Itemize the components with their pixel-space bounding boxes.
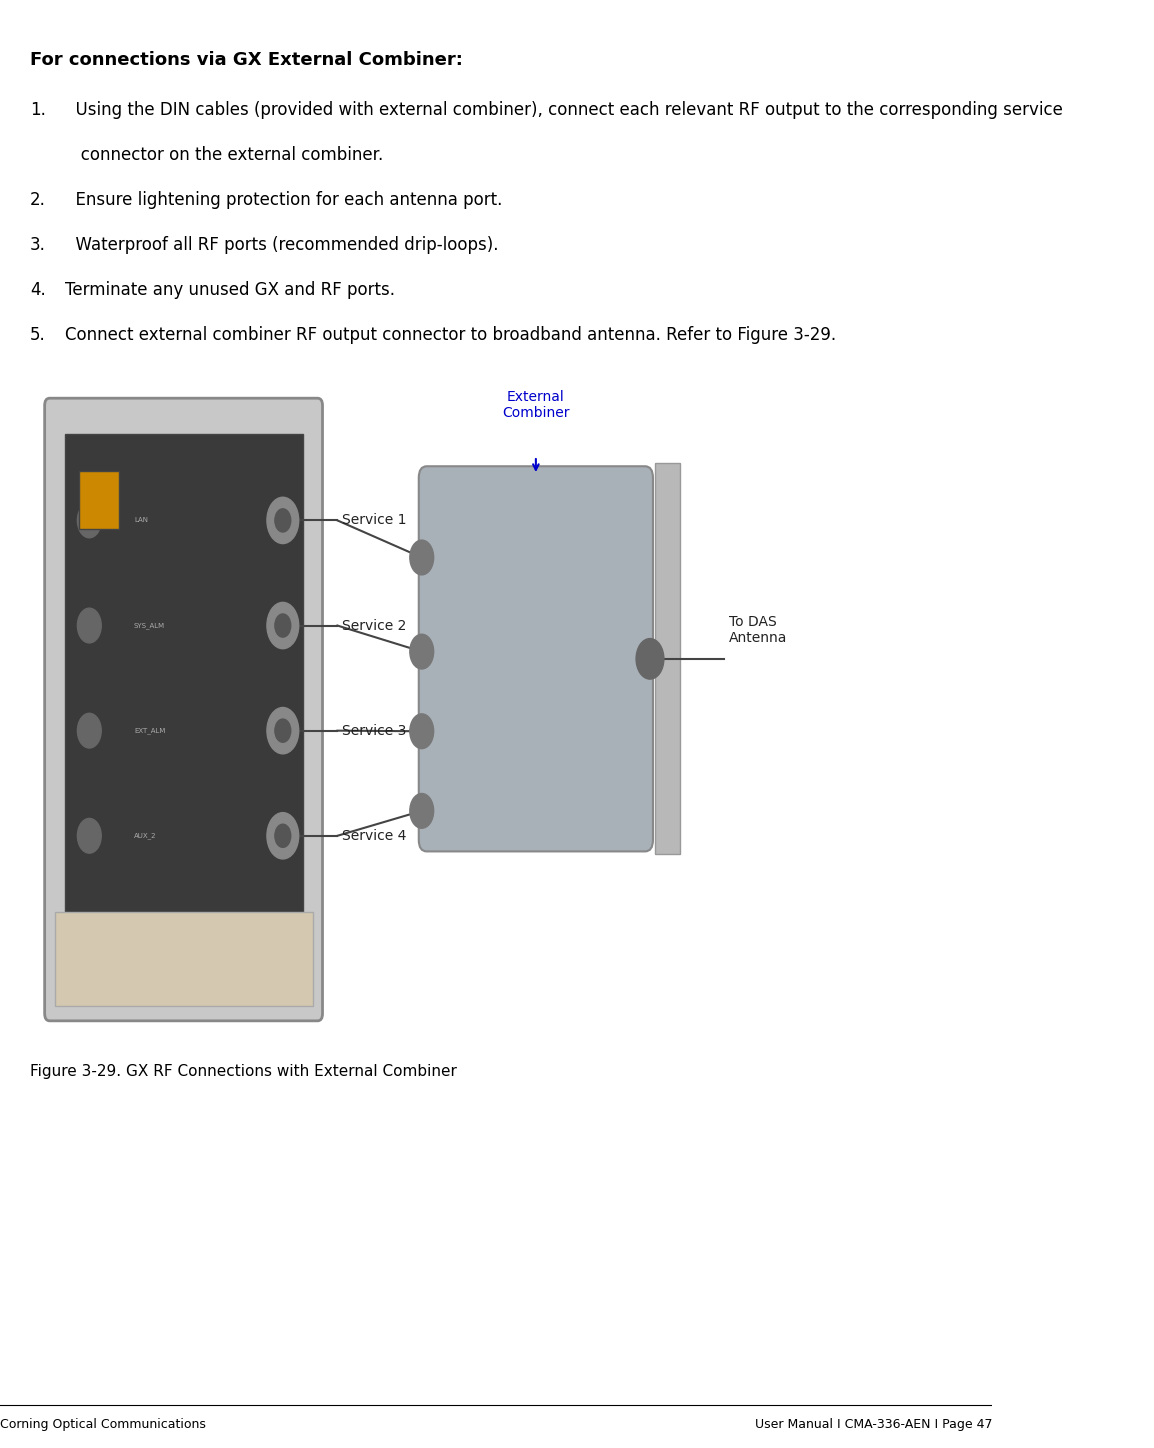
Text: To DAS
Antenna: To DAS Antenna bbox=[729, 615, 788, 644]
Circle shape bbox=[275, 614, 291, 637]
Circle shape bbox=[77, 608, 102, 643]
Text: Ensure lightening protection for each antenna port.: Ensure lightening protection for each an… bbox=[65, 191, 502, 209]
Text: LAN: LAN bbox=[134, 517, 148, 523]
FancyBboxPatch shape bbox=[419, 466, 653, 851]
FancyBboxPatch shape bbox=[45, 398, 322, 1021]
Circle shape bbox=[275, 508, 291, 531]
FancyBboxPatch shape bbox=[54, 912, 313, 1006]
Text: 2.: 2. bbox=[30, 191, 46, 209]
Text: EXT_ALM: EXT_ALM bbox=[134, 727, 165, 734]
Text: Service 1: Service 1 bbox=[343, 514, 407, 527]
Text: 1.: 1. bbox=[30, 101, 46, 119]
Text: Service 2: Service 2 bbox=[343, 618, 406, 633]
Circle shape bbox=[267, 602, 299, 649]
Circle shape bbox=[410, 794, 434, 828]
Text: Connect external combiner RF output connector to broadband antenna. Refer to Fig: Connect external combiner RF output conn… bbox=[65, 326, 835, 343]
Circle shape bbox=[267, 497, 299, 543]
Text: 3.: 3. bbox=[30, 236, 46, 253]
Text: User Manual I CMA-336-AEN I Page 47: User Manual I CMA-336-AEN I Page 47 bbox=[755, 1418, 992, 1431]
FancyBboxPatch shape bbox=[655, 463, 680, 854]
Text: Terminate any unused GX and RF ports.: Terminate any unused GX and RF ports. bbox=[65, 281, 395, 298]
Text: External
Combiner: External Combiner bbox=[502, 390, 570, 420]
Circle shape bbox=[77, 714, 102, 749]
FancyBboxPatch shape bbox=[80, 471, 119, 529]
Text: 5.: 5. bbox=[30, 326, 45, 343]
Text: Waterproof all RF ports (recommended drip-loops).: Waterproof all RF ports (recommended dri… bbox=[65, 236, 499, 253]
Circle shape bbox=[275, 824, 291, 847]
Text: Service 4: Service 4 bbox=[343, 828, 406, 843]
Circle shape bbox=[267, 708, 299, 754]
Text: 4.: 4. bbox=[30, 281, 45, 298]
Text: For connections via GX External Combiner:: For connections via GX External Combiner… bbox=[30, 51, 463, 68]
Circle shape bbox=[410, 634, 434, 669]
FancyBboxPatch shape bbox=[65, 434, 302, 912]
Text: connector on the external combiner.: connector on the external combiner. bbox=[65, 146, 383, 164]
Text: Service 3: Service 3 bbox=[343, 724, 406, 737]
Text: Corning Optical Communications: Corning Optical Communications bbox=[0, 1418, 205, 1431]
Circle shape bbox=[267, 812, 299, 859]
Circle shape bbox=[410, 714, 434, 749]
Circle shape bbox=[77, 502, 102, 537]
Text: Figure 3-29. GX RF Connections with External Combiner: Figure 3-29. GX RF Connections with Exte… bbox=[30, 1064, 457, 1079]
Text: Using the DIN cables (provided with external combiner), connect each relevant RF: Using the DIN cables (provided with exte… bbox=[65, 101, 1063, 119]
Text: AUX_2: AUX_2 bbox=[134, 833, 157, 840]
Circle shape bbox=[77, 818, 102, 853]
Circle shape bbox=[275, 720, 291, 743]
Circle shape bbox=[636, 639, 664, 679]
Text: SYS_ALM: SYS_ALM bbox=[134, 623, 165, 628]
Circle shape bbox=[410, 540, 434, 575]
